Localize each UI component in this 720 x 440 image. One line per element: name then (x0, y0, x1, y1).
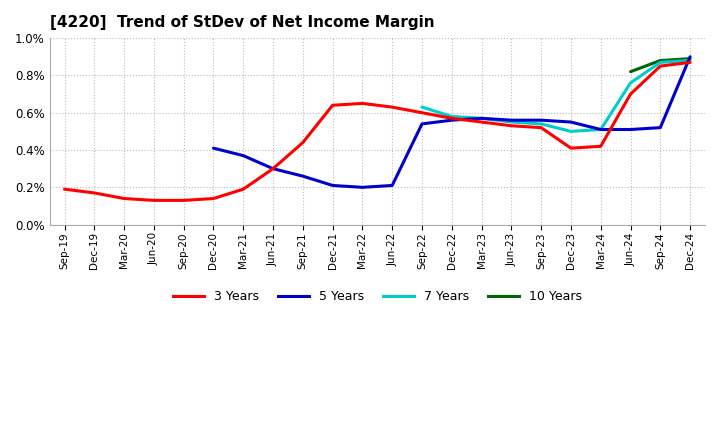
Legend: 3 Years, 5 Years, 7 Years, 10 Years: 3 Years, 5 Years, 7 Years, 10 Years (168, 285, 587, 308)
Text: [4220]  Trend of StDev of Net Income Margin: [4220] Trend of StDev of Net Income Marg… (50, 15, 434, 30)
